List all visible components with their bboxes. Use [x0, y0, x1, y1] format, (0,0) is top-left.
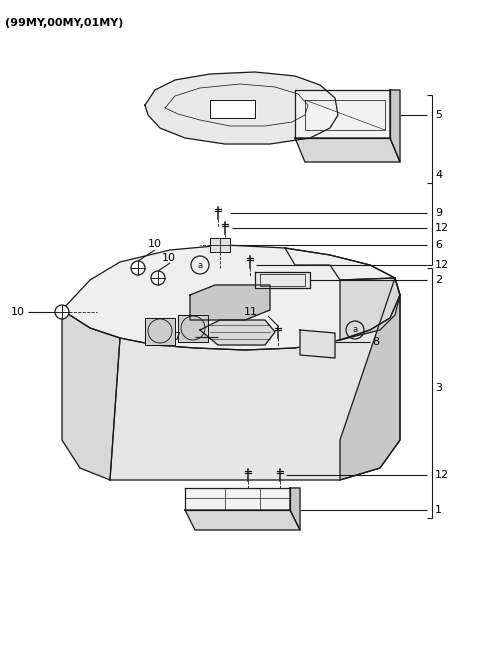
Text: 7: 7 — [173, 332, 180, 342]
Text: 10: 10 — [162, 253, 176, 263]
Polygon shape — [185, 510, 300, 530]
Text: 11: 11 — [244, 307, 258, 317]
Polygon shape — [62, 310, 120, 480]
Polygon shape — [290, 488, 300, 530]
Polygon shape — [285, 248, 395, 280]
Text: 10: 10 — [148, 239, 162, 249]
Text: a: a — [352, 326, 358, 335]
Text: 9: 9 — [435, 208, 442, 218]
Polygon shape — [145, 318, 175, 345]
Text: 5: 5 — [435, 110, 442, 120]
Polygon shape — [255, 272, 310, 288]
Text: 4: 4 — [435, 170, 442, 180]
Text: 3: 3 — [435, 383, 442, 393]
Text: a: a — [197, 261, 203, 269]
Circle shape — [55, 305, 69, 319]
Polygon shape — [190, 285, 270, 320]
Polygon shape — [200, 320, 275, 345]
Polygon shape — [300, 330, 335, 358]
Text: 6: 6 — [435, 240, 442, 250]
Polygon shape — [295, 90, 390, 138]
Text: 1: 1 — [435, 505, 442, 515]
Polygon shape — [210, 238, 230, 252]
Polygon shape — [178, 315, 208, 342]
Text: 12: 12 — [435, 260, 449, 270]
Circle shape — [131, 261, 145, 275]
Polygon shape — [340, 278, 400, 340]
Text: 8: 8 — [372, 337, 379, 347]
Polygon shape — [340, 278, 400, 480]
Polygon shape — [110, 295, 400, 480]
Text: 12: 12 — [435, 470, 449, 480]
Polygon shape — [62, 245, 400, 350]
Polygon shape — [185, 488, 290, 510]
Text: 12: 12 — [435, 223, 449, 233]
Polygon shape — [390, 90, 400, 162]
Text: 2: 2 — [435, 275, 442, 285]
Circle shape — [151, 271, 165, 285]
Polygon shape — [145, 72, 338, 144]
Text: (99MY,00MY,01MY): (99MY,00MY,01MY) — [5, 18, 123, 28]
Polygon shape — [295, 138, 400, 162]
Text: 10: 10 — [11, 307, 25, 317]
Polygon shape — [210, 100, 255, 118]
